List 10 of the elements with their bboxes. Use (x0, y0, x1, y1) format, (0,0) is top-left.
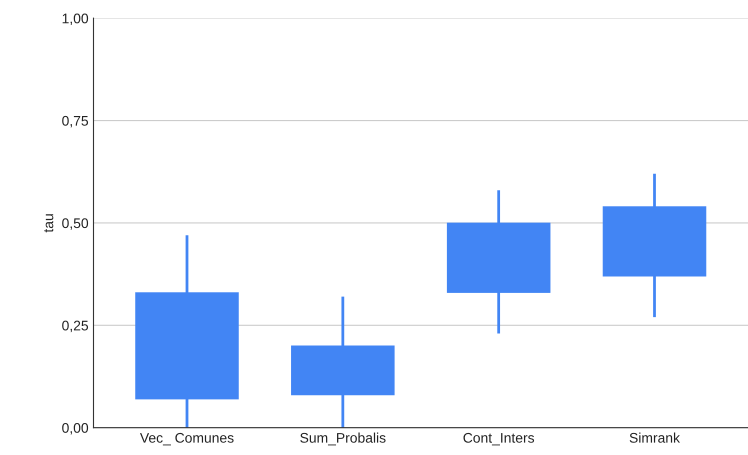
x-tick-label: Simrank (630, 432, 680, 443)
y-tick-label: 0,00 (62, 423, 88, 435)
x-tick-label: Sum_Probalis (300, 432, 386, 446)
y-tick-label: 0,75 (62, 116, 88, 128)
y-tick-label: 0,50 (62, 218, 88, 230)
y-tick-label: 1,00 (62, 14, 88, 26)
y-tick-label: 0,25 (62, 320, 88, 332)
y-axis-title: tau (44, 214, 54, 232)
x-tick-label: Vec_ Comunes (140, 432, 234, 446)
x-tick-label: Cont_Inters (463, 432, 534, 446)
